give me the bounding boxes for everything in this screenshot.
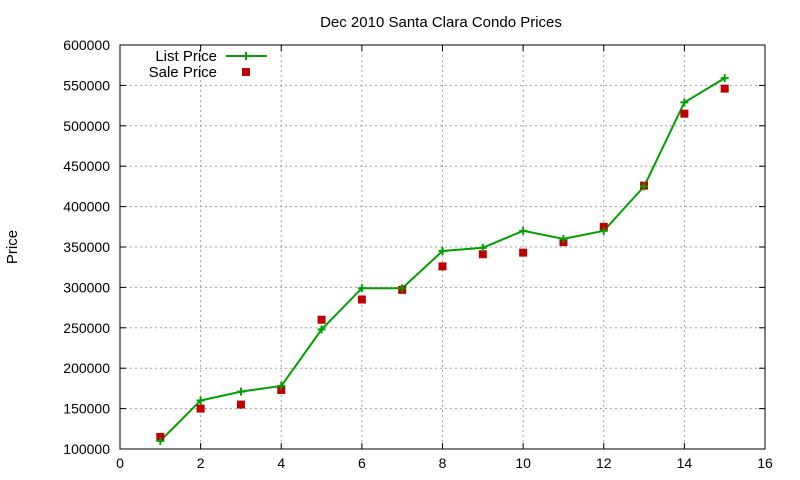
list-price-point bbox=[438, 247, 447, 256]
list-price-point bbox=[640, 182, 649, 191]
y-tick-label: 100000 bbox=[63, 441, 110, 457]
list-price-point bbox=[478, 243, 487, 252]
list-price-point bbox=[357, 284, 366, 293]
axis-ticks: 100000 150000 200000 250000 300000 350000 4000… bbox=[63, 37, 773, 471]
sale-price-point bbox=[236, 400, 245, 409]
sale-price-point bbox=[357, 295, 366, 304]
sale-price-point bbox=[156, 432, 165, 441]
chart-title: Dec 2010 Santa Clara Condo Prices bbox=[320, 14, 562, 31]
y-tick-label: 150000 bbox=[63, 401, 110, 417]
y-tick-label: 250000 bbox=[63, 320, 110, 336]
sale-price-point bbox=[599, 222, 608, 231]
legend-label-sale-price: Sale Price bbox=[149, 64, 217, 81]
list-price-point bbox=[559, 234, 568, 243]
list-price-point bbox=[720, 74, 729, 83]
x-tick-label: 12 bbox=[596, 455, 612, 471]
y-tick-label: 450000 bbox=[63, 158, 110, 174]
y-axis-label: Price bbox=[4, 230, 21, 264]
grid-lines bbox=[120, 45, 765, 449]
x-tick-label: 2 bbox=[197, 455, 205, 471]
x-tick-label: 16 bbox=[757, 455, 773, 471]
legend-label-list-price: List Price bbox=[155, 48, 217, 65]
y-tick-label: 600000 bbox=[63, 37, 110, 53]
list-price-point bbox=[236, 387, 245, 396]
list-price-point bbox=[398, 284, 407, 293]
x-tick-label: 10 bbox=[515, 455, 531, 471]
y-tick-label: 200000 bbox=[63, 360, 110, 376]
sale-price-point bbox=[478, 250, 487, 259]
sale-price-point bbox=[317, 315, 326, 324]
x-tick-label: 14 bbox=[677, 455, 693, 471]
x-tick-label: 4 bbox=[277, 455, 285, 471]
y-tick-label: 400000 bbox=[63, 199, 110, 215]
sale-price-point bbox=[438, 262, 447, 271]
sale-price-point bbox=[196, 404, 205, 413]
y-tick-label: 300000 bbox=[63, 279, 110, 295]
x-tick-label: 0 bbox=[116, 455, 124, 471]
sale-price-point bbox=[680, 109, 689, 118]
x-tick-label: 6 bbox=[358, 455, 366, 471]
y-tick-label: 350000 bbox=[63, 239, 110, 255]
list-price-point bbox=[599, 226, 608, 235]
y-tick-label: 550000 bbox=[63, 77, 110, 93]
sale-price-point bbox=[720, 84, 729, 93]
sale-price-point bbox=[519, 248, 528, 257]
list-price-point bbox=[519, 226, 528, 235]
list-price-point bbox=[196, 396, 205, 405]
list-price-point bbox=[277, 381, 286, 390]
legend-marker-sale-price bbox=[242, 68, 250, 76]
y-tick-label: 500000 bbox=[63, 118, 110, 134]
sale-price-point bbox=[277, 386, 286, 395]
list-price-point bbox=[156, 436, 165, 445]
list-price-point bbox=[680, 98, 689, 107]
x-tick-label: 8 bbox=[439, 455, 447, 471]
list-price-point bbox=[317, 325, 326, 334]
legend-marker-list-price bbox=[242, 52, 250, 60]
series-layer bbox=[156, 74, 729, 445]
plot-frame bbox=[119, 44, 766, 450]
